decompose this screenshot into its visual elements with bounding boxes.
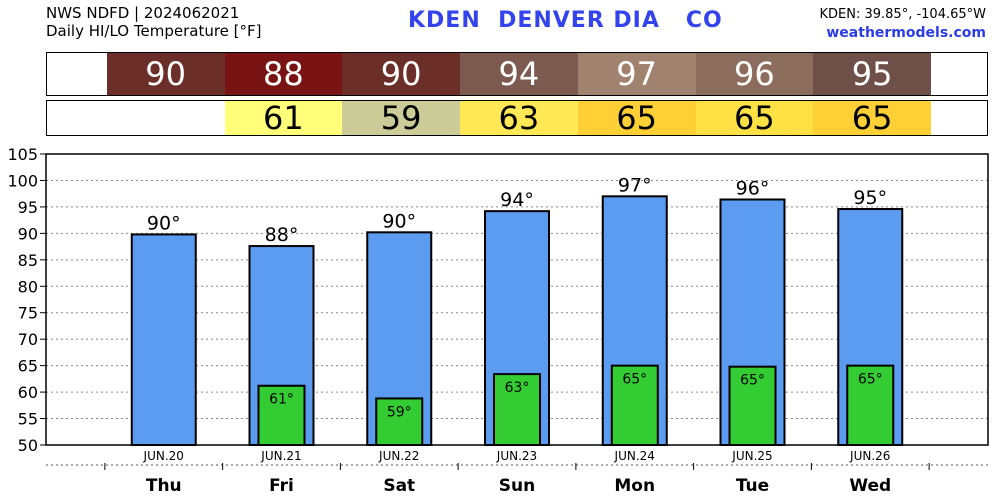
high-bar (130, 233, 197, 446)
high-temp-cell: 90 (106, 53, 225, 95)
high-temp-cell: 88 (224, 53, 343, 95)
day-label: Tue (736, 476, 769, 496)
y-tick-label: 100 (7, 171, 38, 190)
header-right: KDEN: 39.85°, -104.65°W weathermodels.co… (820, 6, 987, 42)
low-temp-cell: 63 (460, 99, 578, 137)
low-temp-cell: 65 (577, 99, 696, 137)
y-tick-label: 105 (7, 145, 38, 164)
high-label: 94° (500, 189, 534, 211)
low-label: 59° (387, 404, 412, 420)
low-bar (610, 364, 659, 446)
low-label: 65° (622, 372, 647, 388)
product-line: NWS NDFD | 2024062021 (46, 4, 240, 22)
day-label: Sun (499, 476, 535, 496)
day-label: Thu (146, 476, 182, 496)
y-tick-label: 90 (18, 224, 38, 243)
y-tick-label: 55 (18, 410, 38, 429)
day-label: Wed (849, 476, 891, 496)
date-label: JUN.22 (378, 449, 419, 463)
date-label: JUN.24 (614, 449, 655, 463)
date-label: JUN.25 (731, 449, 772, 463)
site-link[interactable]: weathermodels.com (826, 25, 986, 41)
high-temp-strip: 90 88 90 94 97 96 95 (46, 52, 988, 96)
station-coords: KDEN: 39.85°, -104.65°W (819, 7, 987, 22)
high-temp-cell: 97 (577, 53, 696, 95)
date-label: JUN.20 (143, 449, 184, 463)
low-label: 61° (269, 392, 294, 408)
high-label: 90° (382, 210, 416, 232)
y-tick-label: 70 (18, 330, 38, 349)
low-label: 63° (505, 380, 530, 396)
low-temp-strip: 61 59 63 65 65 65 (46, 99, 988, 137)
low-temp-cell: 65 (695, 99, 814, 137)
date-label: JUN.26 (849, 449, 890, 463)
low-bar (493, 373, 541, 446)
y-tick-label: 80 (18, 277, 38, 296)
date-label: JUN.23 (496, 449, 537, 463)
low-temp-cell: 61 (224, 99, 343, 137)
date-label: JUN.21 (260, 449, 301, 463)
y-tick-label: 75 (18, 304, 38, 323)
y-tick-label: 50 (18, 436, 38, 455)
station-title: KDEN DENVER DIA CO (408, 8, 723, 33)
low-bar (257, 384, 306, 447)
low-label: 65° (858, 372, 883, 388)
low-label: 65° (740, 373, 765, 389)
low-bar (846, 364, 895, 446)
high-temp-cell: 90 (342, 53, 460, 95)
high-label: 97° (618, 174, 652, 196)
day-label: Sat (383, 476, 415, 496)
low-temp-cell: 65 (813, 99, 931, 137)
header-info: NWS NDFD | 2024062021 Daily HI/LO Temper… (46, 4, 262, 40)
high-label: 90° (147, 212, 181, 234)
low-bar (728, 365, 777, 447)
y-tick-label: 85 (18, 251, 38, 270)
y-tick-label: 60 (18, 383, 38, 402)
high-temp-cell: 96 (695, 53, 814, 95)
chart-subtitle: Daily HI/LO Temperature [°F] (46, 22, 262, 40)
high-temp-cell: 95 (813, 53, 931, 95)
high-temp-cell: 94 (460, 53, 578, 95)
high-label: 88° (265, 224, 299, 246)
low-temp-cell: 59 (342, 99, 460, 137)
high-label: 95° (853, 187, 887, 209)
high-label: 96° (736, 178, 770, 200)
low-temp-cell (106, 101, 225, 135)
day-label: Mon (614, 476, 655, 496)
y-tick-label: 95 (18, 198, 38, 217)
y-tick-label: 65 (18, 357, 38, 376)
day-label: Fri (269, 476, 294, 496)
low-bar (375, 397, 424, 447)
